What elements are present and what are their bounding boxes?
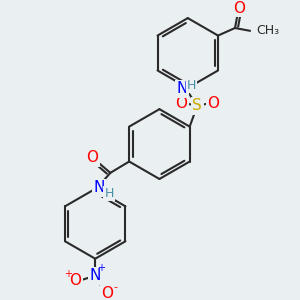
Text: O: O: [233, 1, 245, 16]
Text: O: O: [101, 286, 113, 300]
Text: N: N: [93, 180, 105, 195]
Text: N: N: [176, 81, 188, 96]
Text: O: O: [207, 95, 219, 110]
Text: O: O: [175, 95, 187, 110]
Text: +: +: [97, 263, 105, 273]
Text: N: N: [89, 268, 101, 283]
Text: +: +: [64, 269, 72, 279]
Text: CH₃: CH₃: [256, 24, 279, 37]
Text: H: H: [105, 187, 114, 200]
Text: S: S: [192, 98, 202, 113]
Text: O: O: [86, 150, 98, 165]
Text: -: -: [113, 282, 117, 292]
Text: H: H: [187, 79, 196, 92]
Text: O: O: [69, 273, 81, 288]
